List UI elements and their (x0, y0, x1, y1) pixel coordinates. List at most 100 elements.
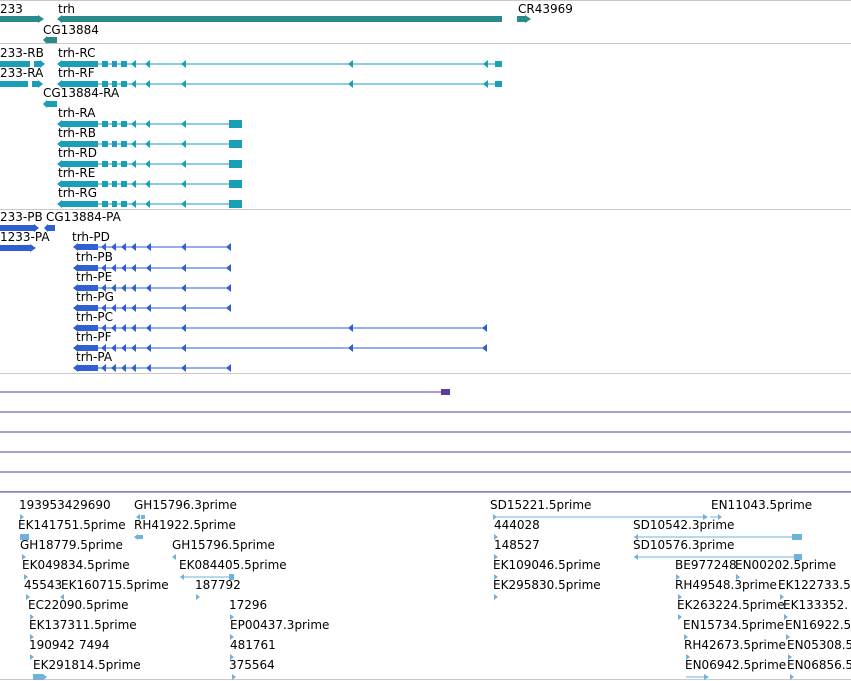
est-label[interactable]: EN15734.5prime (683, 618, 785, 632)
transcript-trh-ra-label[interactable]: trh-RA (58, 106, 96, 120)
protein-cg13884-pa-glyph[interactable] (48, 225, 55, 231)
protein-trh-pc-glyph[interactable] (73, 324, 487, 332)
est-glyph[interactable] (784, 614, 788, 620)
est-glyph[interactable] (736, 574, 740, 580)
est-label[interactable]: 7494 (79, 638, 110, 652)
est-label[interactable]: EK133352. (783, 598, 849, 612)
est-glyph[interactable] (494, 594, 498, 600)
protein-233-pb-label[interactable]: 233-PB (0, 210, 43, 224)
transcript-trh-rc-label[interactable]: trh-RC (58, 46, 96, 60)
est-glyph[interactable] (230, 654, 234, 660)
est-glyph[interactable] (30, 654, 34, 660)
protein-233-pb-glyph[interactable] (0, 225, 34, 231)
transcript-233-ra-label[interactable]: 233-RA (0, 66, 44, 80)
protein-trh-pb-label[interactable]: trh-PB (76, 250, 113, 264)
gene-233-label[interactable]: 233 (0, 2, 23, 16)
est-label[interactable]: 45543 (24, 578, 63, 592)
alignment-block[interactable] (441, 389, 450, 395)
est-glyph[interactable] (686, 654, 690, 660)
est-label[interactable]: 190942 (29, 638, 75, 652)
protein-trh-pg-glyph[interactable] (73, 304, 231, 312)
gene-cg13884-label[interactable]: CG13884 (43, 23, 99, 37)
transcript-trh-rg-label[interactable]: trh-RG (58, 186, 97, 200)
est-glyph[interactable] (141, 515, 145, 519)
transcript-trh-re-label[interactable]: trh-RE (58, 166, 96, 180)
est-label[interactable]: RH41922.5prime (134, 518, 236, 532)
est-label[interactable]: 187792 (195, 578, 241, 592)
transcript-trh-re-glyph[interactable] (57, 180, 242, 188)
est-glyph[interactable] (494, 574, 498, 580)
est-glyph[interactable] (678, 614, 682, 620)
est-glyph[interactable] (494, 554, 498, 560)
est-glyph[interactable] (30, 634, 34, 640)
est-label[interactable]: EK084405.5prime (179, 558, 287, 572)
est-label[interactable]: EP00437.3prime (230, 618, 330, 632)
transcript-trh-ra-glyph[interactable] (57, 120, 242, 128)
protein-trh-pg-label[interactable]: trh-PG (76, 290, 114, 304)
transcript-233-rb-label[interactable]: 233-RB (0, 46, 44, 60)
protein-cg13884-pa-label[interactable]: CG13884-PA (46, 210, 121, 224)
transcript-233-ra-glyph[interactable] (0, 81, 28, 87)
est-label[interactable]: EN00202.5prime (735, 558, 837, 572)
est-glyph[interactable] (60, 594, 64, 600)
transcript-233-rb-glyph[interactable] (0, 61, 30, 67)
est-glyph[interactable] (172, 554, 176, 560)
est-glyph[interactable] (790, 674, 794, 680)
est-glyph[interactable] (786, 634, 790, 640)
est-glyph[interactable] (24, 574, 28, 580)
protein-trh-pb-glyph[interactable] (73, 264, 231, 272)
transcript-trh-rd-glyph[interactable] (57, 160, 242, 168)
est-label[interactable]: 148527 (494, 538, 540, 552)
est-label[interactable]: EN11043.5prime (711, 498, 813, 512)
est-glyph[interactable] (230, 634, 234, 640)
protein-trh-pa-label[interactable]: trh-PA (76, 350, 113, 364)
est-label[interactable]: EK291814.5prime (33, 658, 141, 672)
gene-cr43969-label[interactable]: CR43969 (518, 2, 573, 16)
est-label[interactable]: GH15796.5prime (172, 538, 275, 552)
protein-trh-pf-label[interactable]: trh-PF (76, 330, 112, 344)
protein-trh-pc-label[interactable]: trh-PC (76, 310, 113, 324)
est-glyph[interactable] (196, 594, 200, 600)
est-label[interactable]: EC22090.5prime (28, 598, 129, 612)
protein-trh-pa-glyph[interactable] (73, 364, 231, 372)
est-glyph[interactable] (22, 554, 26, 560)
transcript-trh-rg-glyph[interactable] (57, 200, 242, 208)
est-glyph[interactable] (30, 614, 34, 620)
est-label[interactable]: GH18779.5prime (20, 538, 123, 552)
est-label[interactable]: RH49548.3prime (675, 578, 777, 592)
est-label[interactable]: RH42673.5prime (684, 638, 786, 652)
est-label[interactable]: EN06856.5 (787, 658, 851, 672)
protein-trh-pd-glyph[interactable] (73, 243, 231, 251)
est-label[interactable]: 481761 (230, 638, 276, 652)
protein-trh-pf-glyph[interactable] (73, 344, 487, 352)
est-glyph[interactable] (20, 534, 29, 540)
est-label[interactable]: EK160715.5prime (61, 578, 169, 592)
est-label[interactable]: SD10576.3prime (633, 538, 735, 552)
est-label[interactable]: 375564 (229, 658, 275, 672)
est-label[interactable]: EK137311.5prime (29, 618, 137, 632)
est-label[interactable]: SD10542.3prime (633, 518, 735, 532)
est-glyph[interactable] (684, 634, 688, 640)
gene-cg13884-glyph[interactable] (47, 37, 57, 43)
est-label[interactable]: EK141751.5prime (18, 518, 126, 532)
protein-233-pa-label[interactable]: 1233-PA (0, 230, 50, 244)
protein-trh-pd-label[interactable]: trh-PD (72, 230, 110, 244)
transcript-trh-rd-label[interactable]: trh-RD (58, 146, 97, 160)
est-label[interactable]: EN06942.5prime (685, 658, 787, 672)
est-label[interactable]: 17296 (229, 598, 268, 612)
protein-trh-pe-glyph[interactable] (73, 284, 231, 292)
transcript-cg13884-ra-glyph[interactable] (47, 101, 57, 107)
est-label[interactable]: EK049834.5prime (22, 558, 130, 572)
est-label[interactable]: EK122733.5 (778, 578, 851, 592)
est-glyph[interactable] (676, 574, 680, 580)
est-glyph[interactable] (20, 514, 24, 520)
est-label[interactable]: BE977248 (675, 558, 737, 572)
transcript-trh-rf-glyph[interactable] (57, 80, 502, 88)
est-label[interactable]: SD15221.5prime (490, 498, 592, 512)
protein-233-pa-glyph[interactable] (0, 245, 30, 251)
transcript-cg13884-ra-label[interactable]: CG13884-RA (43, 86, 120, 100)
transcript-trh-rb-glyph[interactable] (57, 140, 242, 148)
est-glyph[interactable] (780, 594, 784, 600)
est-glyph[interactable] (232, 674, 236, 680)
transcript-trh-rf-label[interactable]: trh-RF (58, 66, 95, 80)
